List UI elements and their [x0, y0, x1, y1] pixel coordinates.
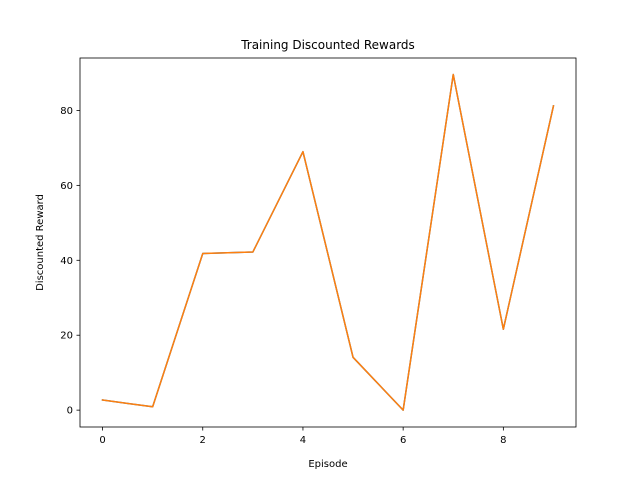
x-tick-label: 2	[200, 435, 206, 446]
y-tick-label: 20	[60, 331, 73, 342]
y-tick-label: 40	[60, 256, 73, 267]
series-line-2	[101, 73, 555, 411]
x-tick-label: 4	[300, 435, 306, 446]
chart-title: Training Discounted Rewards	[240, 38, 415, 52]
plot-frame	[79, 57, 577, 428]
x-tick-label: 8	[500, 435, 506, 446]
x-axis: 0 2 4 6 8	[99, 427, 507, 446]
x-axis-title: Episode	[308, 459, 347, 470]
y-tick-label: 60	[60, 181, 73, 192]
y-tick-label: 0	[67, 406, 73, 417]
x-tick-label: 0	[99, 435, 105, 446]
y-axis: 0 20 40 60 80	[60, 106, 80, 417]
series-layer	[101, 73, 555, 411]
y-tick-label: 80	[60, 106, 73, 117]
y-axis-title: Discounted Reward	[35, 194, 46, 291]
x-tick-label: 6	[400, 435, 406, 446]
